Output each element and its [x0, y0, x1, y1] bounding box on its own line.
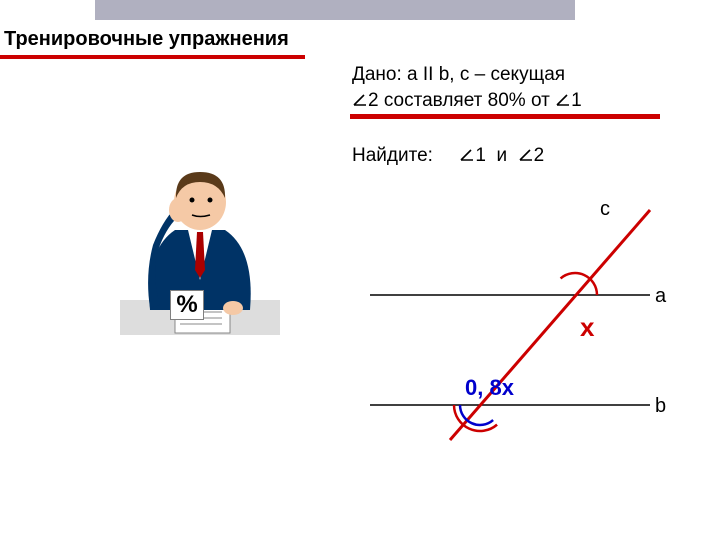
top-bar: [95, 0, 575, 20]
label-08x: 0, 8x: [465, 375, 514, 401]
given-line2: 2 составляет 80% от 1: [352, 88, 582, 114]
find-text: Найдите: 1 и 2: [352, 145, 544, 167]
percent-box: %: [170, 290, 204, 320]
title-underline: [0, 55, 305, 59]
label-x: x: [580, 312, 594, 343]
diagram-svg: [350, 180, 680, 460]
label-c: c: [600, 198, 610, 221]
page-title: Тренировочные упражнения: [4, 28, 289, 51]
label-b: b: [655, 395, 666, 418]
given-underline: [350, 114, 660, 119]
angle-icon: [518, 145, 534, 167]
find-label: Найдите:: [352, 145, 433, 166]
angle-icon: [352, 88, 368, 114]
angle-icon: [555, 88, 571, 114]
given-text: Дано: a II b, c – секущая 2 составляет 8…: [352, 62, 582, 113]
angle-icon: [459, 145, 475, 167]
given-line1: Дано: a II b, c – секущая: [352, 62, 582, 88]
label-a: a: [655, 285, 666, 308]
geometry-diagram: a b c x 0, 8x: [350, 180, 680, 440]
